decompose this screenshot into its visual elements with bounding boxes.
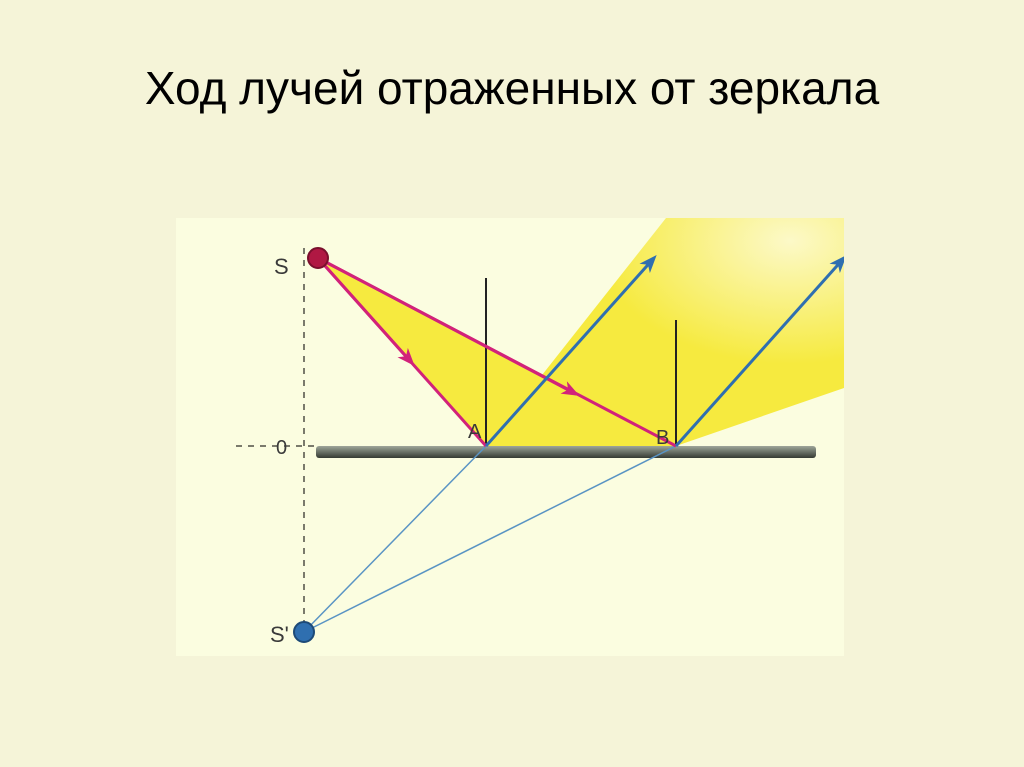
reflected-cone [486,218,844,446]
label-O: 0 [276,437,287,459]
slide: Ход лучей отраженных от зеркала S S' 0 A B [0,0,1024,767]
label-A: A [468,421,482,443]
label-S2: S' [270,622,289,647]
reflection-diagram: S S' 0 A B [176,218,844,656]
label-S: S [274,254,289,279]
figure-container: S S' 0 A B [176,218,844,656]
mirror [316,446,816,458]
label-B: B [656,427,669,449]
virtual-ray-A [304,446,486,632]
slide-title: Ход лучей отраженных от зеркала [0,0,1024,115]
point-S-prime [294,622,314,642]
virtual-ray-B [304,446,676,632]
point-S [308,248,328,268]
